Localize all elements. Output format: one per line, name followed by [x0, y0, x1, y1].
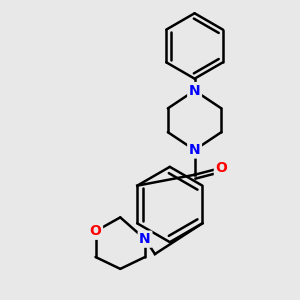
Text: O: O [90, 224, 101, 238]
Text: N: N [139, 232, 151, 246]
Text: N: N [189, 143, 200, 157]
Text: N: N [189, 84, 200, 98]
Text: O: O [215, 161, 227, 175]
